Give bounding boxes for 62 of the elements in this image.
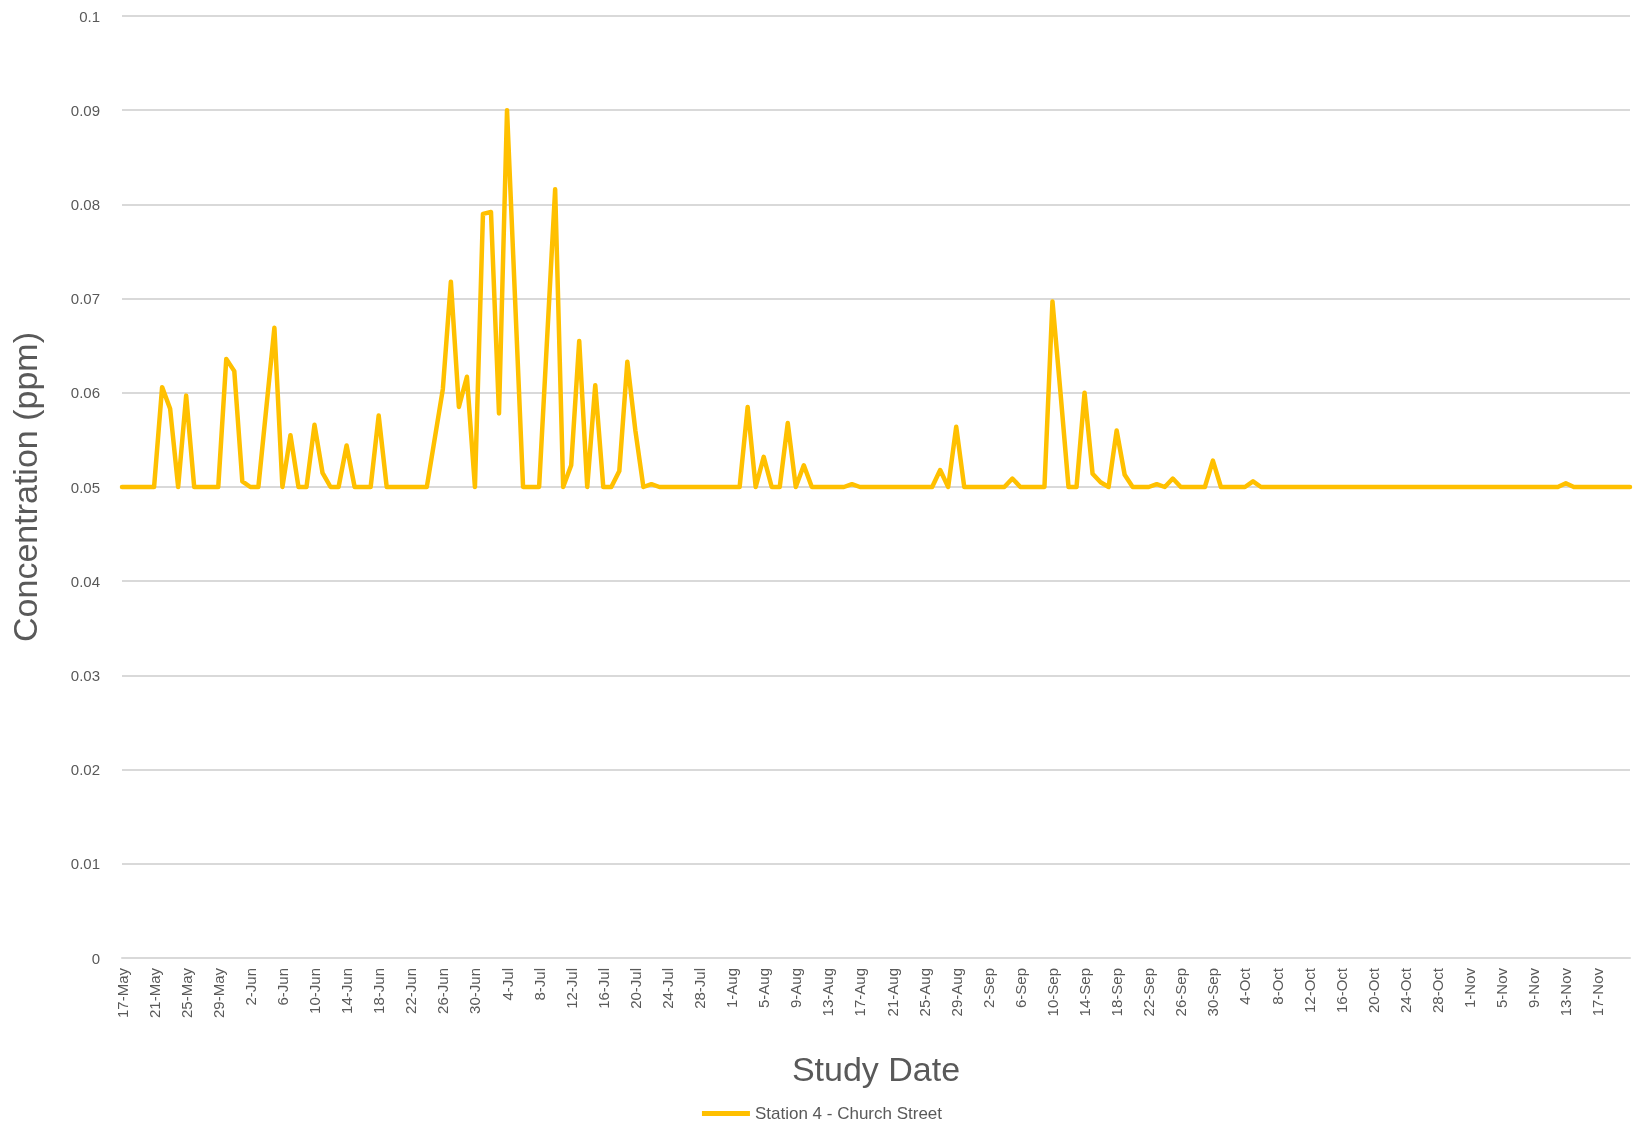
x-tick-label: 17-Nov [1589, 967, 1607, 1017]
x-tick-label: 26-Jun [434, 968, 452, 1014]
y-axis-title: Concentration (ppm) [6, 332, 44, 642]
x-tick-label: 2-Jun [241, 968, 259, 1006]
x-tick-label: 1-Aug [723, 968, 741, 1009]
x-tick-label: 12-Oct [1300, 967, 1318, 1014]
x-tick-label: 8-Oct [1268, 967, 1286, 1005]
y-tick-label: 0.1 [79, 7, 100, 25]
x-tick-label: 9-Nov [1525, 967, 1543, 1009]
x-tick-label: 17-May [113, 967, 131, 1019]
x-tick-label: 20-Jul [626, 968, 644, 1009]
x-tick-label: 6-Jun [273, 968, 291, 1006]
x-tick-label: 8-Jul [530, 968, 548, 1001]
x-tick-label: 30-Jun [466, 968, 484, 1014]
x-tick-label: 20-Oct [1364, 967, 1382, 1014]
x-tick-label: 9-Aug [787, 968, 805, 1009]
x-tick-label: 16-Jul [594, 968, 612, 1009]
x-tick-label: 21-May [145, 967, 163, 1019]
y-tick-label: 0.01 [70, 855, 100, 873]
x-axis-title: Study Date [791, 1050, 961, 1088]
x-tick-label: 22-Sep [1140, 968, 1158, 1017]
x-tick-label: 30-Sep [1204, 968, 1222, 1017]
x-tick-label: 10-Sep [1043, 968, 1061, 1017]
y-tick-label: 0.07 [70, 290, 100, 308]
x-tick-label: 18-Sep [1108, 968, 1126, 1017]
x-tick-label: 10-Jun [306, 968, 324, 1014]
y-tick-label: 0 [91, 949, 100, 967]
x-tick-label: 14-Jun [338, 968, 356, 1014]
x-tick-label: 24-Oct [1396, 967, 1414, 1014]
line-series [119, 107, 1633, 490]
x-tick-label: 12-Jul [562, 968, 580, 1009]
x-tick-label: 16-Oct [1332, 967, 1350, 1014]
x-tick-label: 21-Aug [883, 968, 901, 1017]
x-tick-label: 28-Oct [1428, 967, 1446, 1014]
x-tick-label: 29-May [209, 967, 227, 1019]
x-tick-label: 14-Sep [1076, 968, 1094, 1017]
y-tick-label: 0.08 [70, 195, 100, 213]
x-tick-label: 29-Aug [947, 968, 965, 1017]
y-tick-label: 0.06 [70, 384, 100, 402]
x-tick-label: 2-Sep [979, 968, 997, 1009]
x-tick-label: 13-Nov [1557, 967, 1575, 1017]
x-tick-label: 5-Nov [1493, 967, 1511, 1009]
y-tick-label: 0.03 [70, 666, 100, 684]
legend-label: Station 4 - Church Street [754, 1104, 943, 1123]
x-tick-label: 18-Jun [370, 968, 388, 1014]
x-tick-label: 25-May [177, 967, 195, 1019]
x-tick-label: 5-Aug [755, 968, 773, 1009]
y-tick-label: 0.02 [70, 761, 100, 779]
y-tick-label: 0.09 [70, 101, 100, 119]
x-tick-label: 4-Jul [498, 968, 516, 1001]
y-tick-label: 0.05 [70, 478, 100, 496]
x-tick-label: 1-Nov [1461, 967, 1479, 1009]
x-tick-label: 22-Jun [402, 968, 420, 1014]
x-tick-label: 4-Oct [1236, 967, 1254, 1005]
x-tick-label: 13-Aug [819, 968, 837, 1017]
x-tick-label: 6-Sep [1011, 968, 1029, 1009]
x-tick-label: 25-Aug [915, 968, 933, 1017]
x-tick-label: 24-Jul [658, 968, 676, 1009]
x-tick-label: 26-Sep [1172, 968, 1190, 1017]
x-tick-label: 28-Jul [691, 968, 709, 1009]
x-tick-label: 17-Aug [851, 968, 869, 1017]
y-tick-label: 0.04 [70, 572, 100, 590]
